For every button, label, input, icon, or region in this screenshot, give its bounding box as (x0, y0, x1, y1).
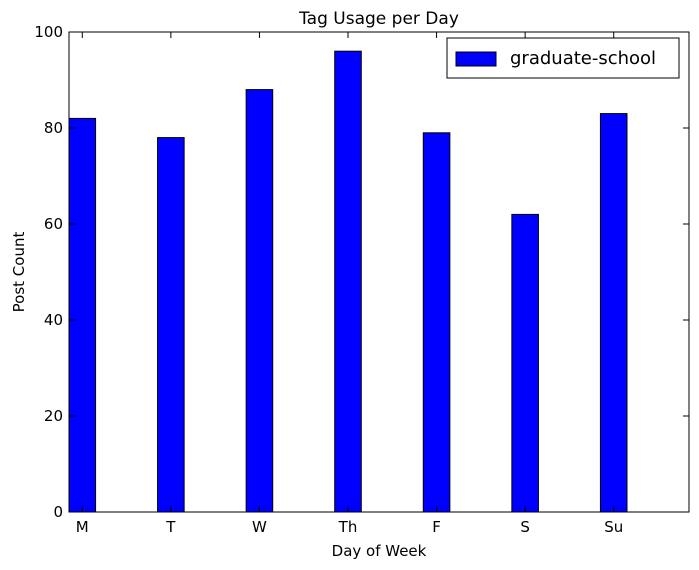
y-tick-label: 20 (44, 407, 63, 425)
plot-area: M T W Th F S Su 0 20 40 60 80 100 (34, 23, 689, 536)
bar-W (245, 89, 274, 513)
y-tick-label: 40 (44, 311, 63, 329)
y-tick-label: 80 (44, 119, 63, 137)
chart-title: Tag Usage per Day (298, 9, 459, 29)
bar-S (511, 213, 539, 513)
y-tick-label: 0 (53, 503, 63, 521)
x-tick-label: W (252, 518, 267, 536)
x-tick-label: Su (604, 518, 623, 536)
x-tick-label: S (520, 518, 530, 536)
legend-box (446, 37, 680, 79)
x-tick-label: F (432, 518, 441, 536)
bar-Th (334, 50, 362, 513)
bar-F (422, 132, 451, 513)
x-tick-label: Th (338, 518, 358, 536)
y-tick-label: 60 (44, 215, 63, 233)
x-axis-label: Day of Week (332, 542, 427, 560)
bar-T (157, 137, 185, 513)
bar-M (68, 117, 97, 513)
legend-label: graduate-school (510, 48, 656, 69)
legend: graduate-school (446, 37, 680, 79)
x-tick-label: T (165, 518, 176, 536)
legend-swatch (455, 51, 497, 67)
y-axis-label: Post Count (10, 232, 28, 313)
y-tick-label: 100 (34, 23, 63, 41)
x-tick-label: M (76, 518, 89, 536)
bar-Su (599, 113, 628, 513)
plot-frame (68, 31, 690, 513)
